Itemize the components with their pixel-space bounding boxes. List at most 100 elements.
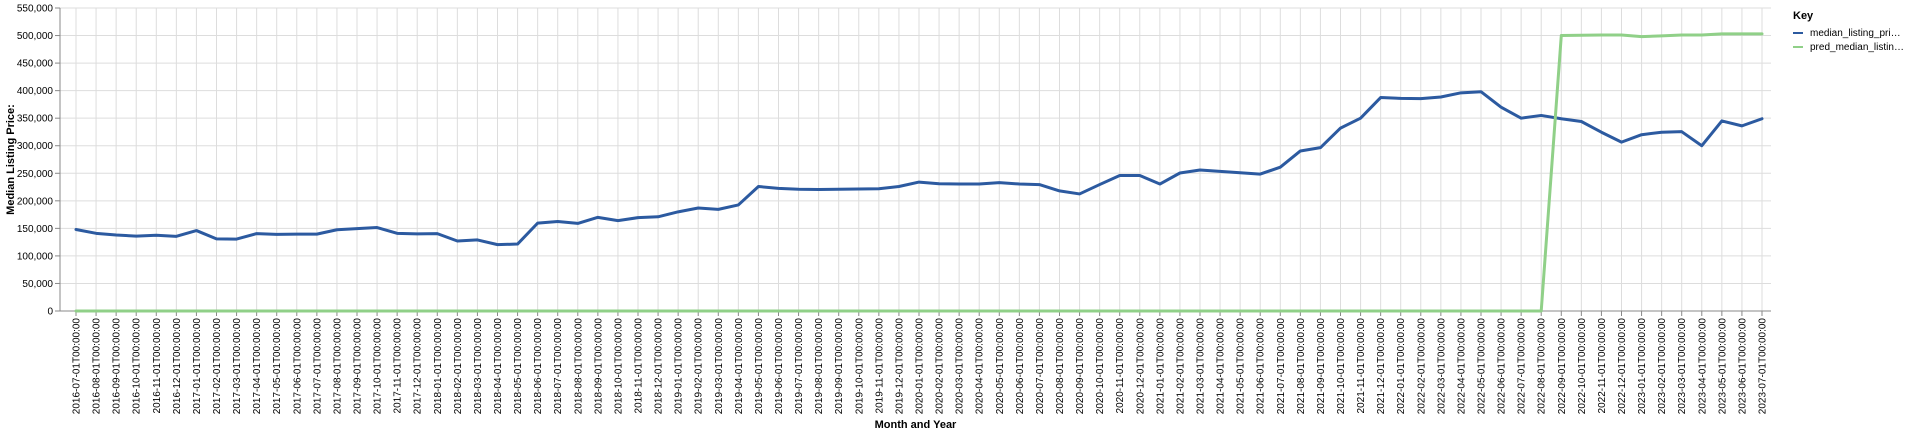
x-tick-label: 2022-04-01T00:00:00 [1456,318,1467,415]
x-tick-label: 2022-01-01T00:00:00 [1396,318,1407,415]
x-tick-label: 2022-09-01T00:00:00 [1557,318,1568,415]
x-tick-label: 2018-02-01T00:00:00 [453,318,464,415]
x-tick-label: 2020-11-01T00:00:00 [1115,318,1126,414]
x-axis-title: Month and Year [875,419,957,431]
axes: 0 50,000 100,000 150,000 200,000 250,000 300,0… [17,4,1771,415]
legend-label: pred_median_listin… [1810,42,1904,53]
x-tick-label: 2022-12-01T00:00:00 [1617,318,1628,415]
x-tick-label: 2017-09-01T00:00:00 [353,318,364,415]
x-tick-label: 2022-07-01T00:00:00 [1517,318,1528,415]
x-tick-label: 2021-07-01T00:00:00 [1276,318,1287,415]
x-tick-label: 2020-03-01T00:00:00 [955,318,966,415]
x-tick-label: 2021-06-01T00:00:00 [1256,318,1267,415]
x-tick-label: 2019-01-01T00:00:00 [674,318,685,415]
x-tick-label: 2022-08-01T00:00:00 [1537,318,1548,415]
x-tick-label: 2018-03-01T00:00:00 [473,318,484,415]
x-tick-label: 2017-12-01T00:00:00 [413,318,424,415]
x-tick-label: 2016-09-01T00:00:00 [112,318,123,415]
x-tick-label: 2022-10-01T00:00:00 [1577,318,1588,415]
x-tick-label: 2021-05-01T00:00:00 [1236,318,1247,415]
x-tick-label: 2017-03-01T00:00:00 [232,318,243,415]
x-tick-label: 2022-02-01T00:00:00 [1416,318,1427,415]
series-line-2 [74,32,1764,313]
y-tick-label: 50,000 [22,279,53,290]
x-tick-label: 2020-10-01T00:00:00 [1095,318,1106,415]
x-tick-label: 2019-10-01T00:00:00 [854,318,865,415]
x-tick-label: 2020-05-01T00:00:00 [995,318,1006,415]
x-tick-label: 2019-02-01T00:00:00 [694,318,705,415]
x-tick-label: 2018-08-01T00:00:00 [573,318,584,415]
x-tick-label: 2016-07-01T00:00:00 [72,318,83,415]
x-tick-label: 2020-06-01T00:00:00 [1015,318,1026,415]
x-tick-label: 2017-02-01T00:00:00 [212,318,223,415]
x-tick-label: 2019-04-01T00:00:00 [734,318,745,415]
legend-title: Key [1793,10,1814,22]
x-tick-label: 2021-08-01T00:00:00 [1296,318,1307,415]
x-tick-label: 2018-05-01T00:00:00 [513,318,524,415]
legend: Key median_listing_pri… pred_median_listin… [1793,10,1904,53]
x-tick-label: 2017-10-01T00:00:00 [373,318,384,415]
y-tick-label: 500,000 [17,31,54,42]
x-tick-label: 2017-06-01T00:00:00 [292,318,303,415]
x-tick-label: 2016-12-01T00:00:00 [172,318,183,415]
x-tick-label: 2018-12-01T00:00:00 [654,318,665,415]
x-tick-label: 2019-03-01T00:00:00 [714,318,725,415]
x-tick-label: 2021-02-01T00:00:00 [1175,318,1186,415]
x-tick-label: 2020-01-01T00:00:00 [915,318,926,415]
x-tick-label: 2019-12-01T00:00:00 [894,318,905,415]
x-tick-label: 2023-04-01T00:00:00 [1697,318,1708,415]
x-tick-label: 2018-09-01T00:00:00 [593,318,604,415]
y-axis-title: Median Listing Price: [5,104,17,215]
x-tick-label: 2022-03-01T00:00:00 [1436,318,1447,415]
x-tick-label: 2017-11-01T00:00:00 [393,318,404,414]
y-tick-label: 0 [47,307,53,318]
x-tick-label: 2020-12-01T00:00:00 [1135,318,1146,415]
y-tick-label: 200,000 [17,196,54,207]
x-tick-label: 2020-02-01T00:00:00 [935,318,946,415]
x-tick-label: 2021-12-01T00:00:00 [1376,318,1387,415]
y-tick-label: 450,000 [17,59,54,70]
x-tick-label: 2019-06-01T00:00:00 [774,318,785,415]
y-tick-label: 350,000 [17,114,54,125]
x-tick-label: 2023-06-01T00:00:00 [1737,318,1748,415]
grid [60,7,1771,312]
x-tick-label: 2018-01-01T00:00:00 [433,318,444,415]
x-tick-label: 2023-05-01T00:00:00 [1717,318,1728,415]
x-tick-label: 2017-04-01T00:00:00 [252,318,263,415]
x-tick-label: 2018-04-01T00:00:00 [493,318,504,415]
x-tick-label: 2021-03-01T00:00:00 [1196,318,1207,415]
x-tick-label: 2023-02-01T00:00:00 [1657,318,1668,415]
x-tick-label: 2019-08-01T00:00:00 [814,318,825,415]
x-tick-label: 2019-07-01T00:00:00 [794,318,805,415]
x-tick-label: 2017-08-01T00:00:00 [332,318,343,415]
x-tick-label: 2017-01-01T00:00:00 [192,318,203,415]
x-tick-label: 2020-08-01T00:00:00 [1055,318,1066,415]
series-line-1 [74,90,1764,247]
x-tick-label: 2016-11-01T00:00:00 [152,318,163,414]
x-tick-label: 2018-07-01T00:00:00 [553,318,564,415]
y-tick-label: 100,000 [17,251,54,262]
x-tick-label: 2017-05-01T00:00:00 [272,318,283,415]
x-tick-label: 2021-01-01T00:00:00 [1155,318,1166,415]
series-lines [74,32,1764,313]
x-tick-label: 2017-07-01T00:00:00 [312,318,323,415]
y-tick-label: 150,000 [17,224,54,235]
x-tick-label: 2021-09-01T00:00:00 [1316,318,1327,415]
y-tick-label: 550,000 [17,4,54,15]
x-tick-label: 2018-10-01T00:00:00 [613,318,624,415]
x-tick-label: 2023-07-01T00:00:00 [1758,318,1769,415]
x-tick-label: 2023-01-01T00:00:00 [1637,318,1648,415]
x-tick-label: 2018-06-01T00:00:00 [533,318,544,415]
x-tick-label: 2021-11-01T00:00:00 [1356,318,1367,414]
x-tick-label: 2021-10-01T00:00:00 [1336,318,1347,415]
x-tick-label: 2022-11-01T00:00:00 [1597,318,1608,414]
legend-label: median_listing_pri… [1810,28,1901,39]
x-tick-label: 2016-10-01T00:00:00 [132,318,143,415]
y-tick-label: 400,000 [17,86,54,97]
x-tick-label: 2023-03-01T00:00:00 [1677,318,1688,415]
x-tick-label: 2020-07-01T00:00:00 [1035,318,1046,415]
x-tick-label: 2016-08-01T00:00:00 [92,318,103,415]
y-tick-label: 250,000 [17,169,54,180]
